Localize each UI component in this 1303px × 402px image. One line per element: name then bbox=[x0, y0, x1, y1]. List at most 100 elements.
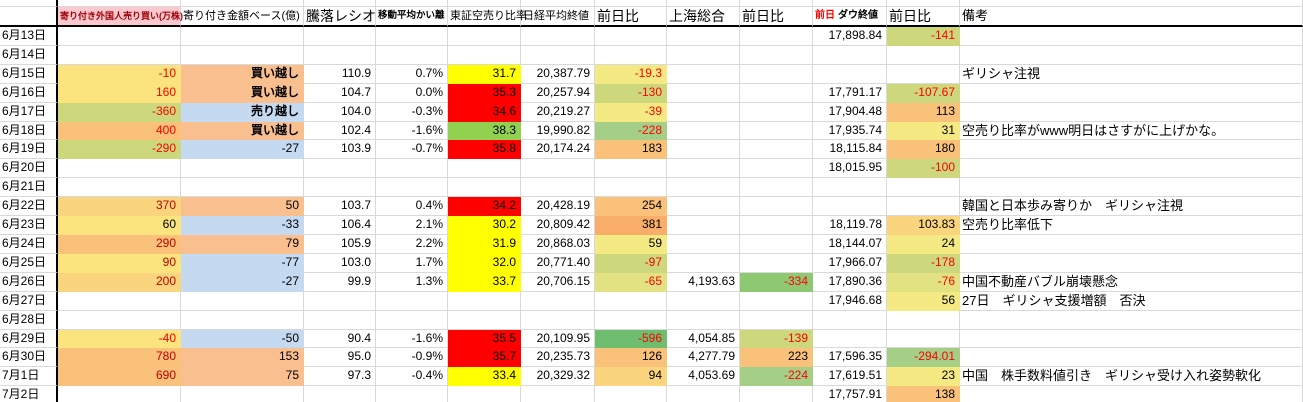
cell-shanghai[interactable] bbox=[667, 234, 740, 254]
cell-dow_diff[interactable]: -107.67 bbox=[887, 83, 960, 103]
cell-date[interactable]: 6月26日 bbox=[0, 272, 58, 292]
cell-kairi[interactable]: 2.2% bbox=[376, 234, 448, 254]
cell-amount[interactable]: 買い越し bbox=[181, 64, 304, 84]
cell-nikkei_diff[interactable]: 126 bbox=[595, 348, 667, 368]
cell-foreign[interactable]: 290 bbox=[58, 234, 181, 254]
cell-nikkei[interactable] bbox=[521, 45, 595, 65]
cell-kairi[interactable] bbox=[376, 27, 448, 46]
cell-nikkei_diff[interactable]: -228 bbox=[595, 121, 667, 141]
cell-nikkei_diff[interactable]: -19.3 bbox=[595, 64, 667, 84]
cell-foreign[interactable]: -360 bbox=[58, 102, 181, 122]
cell-shanghai_diff[interactable] bbox=[740, 102, 813, 122]
cell-shanghai[interactable] bbox=[667, 83, 740, 103]
cell-short[interactable]: 35.3 bbox=[448, 83, 521, 103]
cell-dow[interactable]: 17,791.17 bbox=[813, 83, 887, 103]
cell-amount[interactable]: 79 bbox=[181, 234, 304, 254]
cell-remark[interactable] bbox=[960, 140, 1303, 160]
cell-amount[interactable]: 153 bbox=[181, 348, 304, 368]
cell-dow[interactable] bbox=[813, 310, 887, 330]
cell-foreign[interactable]: 400 bbox=[58, 121, 181, 141]
cell-dow[interactable] bbox=[813, 178, 887, 198]
cell-shanghai[interactable] bbox=[667, 64, 740, 84]
cell-ratio[interactable]: 105.9 bbox=[304, 234, 376, 254]
cell-shanghai[interactable] bbox=[667, 253, 740, 273]
cell-nikkei_diff[interactable]: 254 bbox=[595, 197, 667, 217]
cell-ratio[interactable] bbox=[304, 159, 376, 179]
cell-kairi[interactable] bbox=[376, 178, 448, 198]
cell-foreign[interactable]: 780 bbox=[58, 348, 181, 368]
cell-nikkei[interactable]: 20,235.73 bbox=[521, 348, 595, 368]
cell-dow[interactable]: 17,904.48 bbox=[813, 102, 887, 122]
cell-dow_diff[interactable]: 138 bbox=[887, 386, 960, 402]
cell-shanghai[interactable]: 4,053.69 bbox=[667, 367, 740, 387]
cell-foreign[interactable]: 90 bbox=[58, 253, 181, 273]
cell-nikkei[interactable] bbox=[521, 310, 595, 330]
cell-shanghai_diff[interactable] bbox=[740, 178, 813, 198]
cell-short[interactable]: 35.7 bbox=[448, 348, 521, 368]
cell-short[interactable]: 33.7 bbox=[448, 272, 521, 292]
cell-shanghai_diff[interactable] bbox=[740, 386, 813, 402]
cell-nikkei_diff[interactable]: -97 bbox=[595, 253, 667, 273]
cell-date[interactable]: 6月20日 bbox=[0, 159, 58, 179]
cell-dow[interactable]: 18,119.78 bbox=[813, 216, 887, 235]
cell-kairi[interactable]: -1.6% bbox=[376, 329, 448, 349]
cell-dow[interactable]: 17,619.51 bbox=[813, 367, 887, 387]
cell-dow_diff[interactable]: 56 bbox=[887, 291, 960, 311]
cell-date[interactable]: 6月28日 bbox=[0, 310, 58, 330]
cell-kairi[interactable]: 0.0% bbox=[376, 83, 448, 103]
cell-nikkei_diff[interactable]: -39 bbox=[595, 102, 667, 122]
cell-shanghai_diff[interactable] bbox=[740, 291, 813, 311]
cell-dow_diff[interactable]: 31 bbox=[887, 121, 960, 141]
cell-shanghai[interactable] bbox=[667, 310, 740, 330]
cell-short[interactable]: 34.6 bbox=[448, 102, 521, 122]
column-header-nikkei[interactable]: 日経平均終値 bbox=[521, 7, 595, 27]
cell-remark[interactable] bbox=[960, 83, 1303, 103]
cell-ratio[interactable]: 95.0 bbox=[304, 348, 376, 368]
cell-foreign[interactable] bbox=[58, 159, 181, 179]
cell-nikkei_diff[interactable] bbox=[595, 159, 667, 179]
cell-short[interactable] bbox=[448, 178, 521, 198]
cell-ratio[interactable]: 103.0 bbox=[304, 253, 376, 273]
cell-nikkei_diff[interactable]: -130 bbox=[595, 83, 667, 103]
cell-shanghai_diff[interactable] bbox=[740, 216, 813, 235]
cell-shanghai_diff[interactable]: -139 bbox=[740, 329, 813, 349]
cell-dow_diff[interactable] bbox=[887, 197, 960, 217]
cell-amount[interactable]: 買い越し bbox=[181, 83, 304, 103]
cell-ratio[interactable] bbox=[304, 310, 376, 330]
cell-foreign[interactable] bbox=[58, 291, 181, 311]
column-header-foreign[interactable]: 寄り付き外国人売り買い(万株) bbox=[58, 7, 183, 27]
cell-short[interactable] bbox=[448, 310, 521, 330]
cell-date[interactable]: 6月27日 bbox=[0, 291, 58, 311]
cell-ratio[interactable] bbox=[304, 27, 376, 46]
cell-kairi[interactable]: 0.7% bbox=[376, 64, 448, 84]
cell-foreign[interactable]: 200 bbox=[58, 272, 181, 292]
cell-kairi[interactable] bbox=[376, 45, 448, 65]
cell-foreign[interactable] bbox=[58, 386, 181, 402]
cell-nikkei_diff[interactable] bbox=[595, 310, 667, 330]
cell-shanghai[interactable] bbox=[667, 197, 740, 217]
cell-dow[interactable]: 17,946.68 bbox=[813, 291, 887, 311]
cell-shanghai_diff[interactable]: -224 bbox=[740, 367, 813, 387]
cell-dow[interactable] bbox=[813, 329, 887, 349]
column-header-kairi[interactable]: 移動平均かい離 bbox=[376, 7, 448, 27]
cell-kairi[interactable]: 1.3% bbox=[376, 272, 448, 292]
cell-dow_diff[interactable]: 113 bbox=[887, 102, 960, 122]
column-header-dow_diff[interactable]: 前日比 bbox=[887, 7, 960, 27]
cell-ratio[interactable]: 106.4 bbox=[304, 216, 376, 235]
cell-nikkei_diff[interactable]: -65 bbox=[595, 272, 667, 292]
column-header-shanghai_diff[interactable]: 前日比 bbox=[740, 7, 813, 27]
cell-dow[interactable]: 17,757.91 bbox=[813, 386, 887, 402]
cell-short[interactable]: 35.5 bbox=[448, 329, 521, 349]
cell-nikkei[interactable] bbox=[521, 386, 595, 402]
cell-dow_diff[interactable] bbox=[887, 310, 960, 330]
cell-foreign[interactable]: -40 bbox=[58, 329, 181, 349]
cell-shanghai_diff[interactable] bbox=[740, 27, 813, 46]
cell-nikkei[interactable]: 20,174.24 bbox=[521, 140, 595, 160]
cell-shanghai[interactable]: 4,277.79 bbox=[667, 348, 740, 368]
cell-remark[interactable]: 空売り比率がwww明日はさすがに上げかな。 bbox=[960, 121, 1303, 141]
cell-amount[interactable]: -27 bbox=[181, 272, 304, 292]
cell-nikkei[interactable] bbox=[521, 178, 595, 198]
cell-kairi[interactable] bbox=[376, 159, 448, 179]
column-header-remark[interactable]: 備考 bbox=[960, 7, 1303, 27]
cell-nikkei[interactable]: 20,387.79 bbox=[521, 64, 595, 84]
